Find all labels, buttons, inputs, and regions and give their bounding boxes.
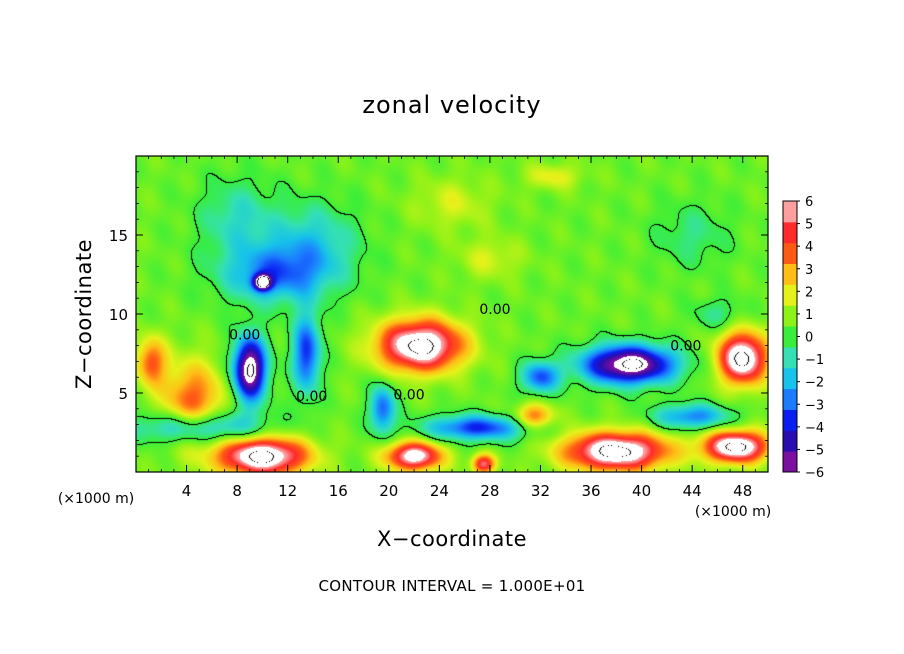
x-axis-title: X−coordinate <box>377 527 527 551</box>
colorbar-swatch <box>783 201 797 223</box>
y-tick-label: 15 <box>109 227 128 245</box>
y-axis-unit: (×1000 m) <box>58 491 134 507</box>
y-axis-ticks: 5 10 15 <box>109 171 768 457</box>
contour-label: 0.00 <box>479 302 510 318</box>
colorbar-tick-label: 5 <box>805 218 813 233</box>
colorbar-swatch <box>783 263 797 285</box>
colorbar-swatch <box>783 242 797 265</box>
x-tick-label: 28 <box>480 482 499 500</box>
contour-labels: 0.00 0.00 0.00 0.00 0.00 <box>229 302 701 405</box>
colorbar-tick-label: 1 <box>805 308 813 323</box>
colorbar-tick-label: −5 <box>805 443 824 458</box>
colorbar-swatch <box>783 305 797 327</box>
colorbar-tick-label: 2 <box>805 285 813 300</box>
plot-area: 0.00 0.00 0.00 0.00 0.00 <box>135 155 769 473</box>
y-axis-title: Z−coordinate <box>72 239 96 389</box>
colorbar-tick-label: 6 <box>805 195 813 210</box>
contour-label: 0.00 <box>229 327 260 343</box>
x-axis-ticks: 4 8 12 16 20 24 28 32 36 40 44 48 <box>148 156 756 500</box>
colorbar-tick-label: 3 <box>805 263 813 278</box>
colorbar: 6 5 4 3 2 1 0 −1 −2 −3 −4 −5 −6 <box>782 195 824 481</box>
colorbar-swatch <box>783 326 797 348</box>
colorbar-tick-label: 0 <box>805 331 813 346</box>
x-tick-label: 40 <box>632 482 651 500</box>
colorbar-swatch <box>783 451 797 473</box>
y-tick-label: 5 <box>118 385 128 403</box>
heatmap-field <box>136 156 768 472</box>
colorbar-swatch <box>783 284 797 306</box>
x-tick-label: 8 <box>232 482 242 500</box>
colorbar-tick-label: 4 <box>805 240 813 255</box>
x-tick-label: 12 <box>278 482 297 500</box>
x-tick-label: 4 <box>182 482 192 500</box>
chart-title: zonal velocity <box>362 91 541 119</box>
colorbar-tick-label: −6 <box>805 466 824 481</box>
colorbar-tick-label: −3 <box>805 398 824 413</box>
contour-interval-label: CONTOUR INTERVAL = 1.000E+01 <box>318 577 585 595</box>
contour-label: 0.00 <box>393 387 424 403</box>
x-tick-label: 44 <box>683 482 702 500</box>
contour-label: 0.00 <box>296 389 327 405</box>
colorbar-swatch <box>783 221 797 244</box>
colorbar-tick-label: −2 <box>805 376 824 391</box>
colorbar-swatch <box>783 346 797 369</box>
x-axis-unit: (×1000 m) <box>695 504 771 520</box>
y-tick-label: 10 <box>109 306 128 324</box>
colorbar-tick-label: −4 <box>805 421 824 436</box>
x-tick-label: 48 <box>733 482 752 500</box>
colorbar-swatch <box>783 409 797 431</box>
x-tick-label: 24 <box>430 482 449 500</box>
x-tick-label: 20 <box>379 482 398 500</box>
colorbar-swatch <box>783 367 797 390</box>
colorbar-swatch <box>783 388 797 410</box>
colorbar-swatch <box>783 430 797 452</box>
contour-label: 0.00 <box>670 338 701 354</box>
colorbar-tick-label: −1 <box>805 353 824 368</box>
x-tick-label: 16 <box>329 482 348 500</box>
x-tick-label: 36 <box>581 482 600 500</box>
x-tick-label: 32 <box>531 482 550 500</box>
